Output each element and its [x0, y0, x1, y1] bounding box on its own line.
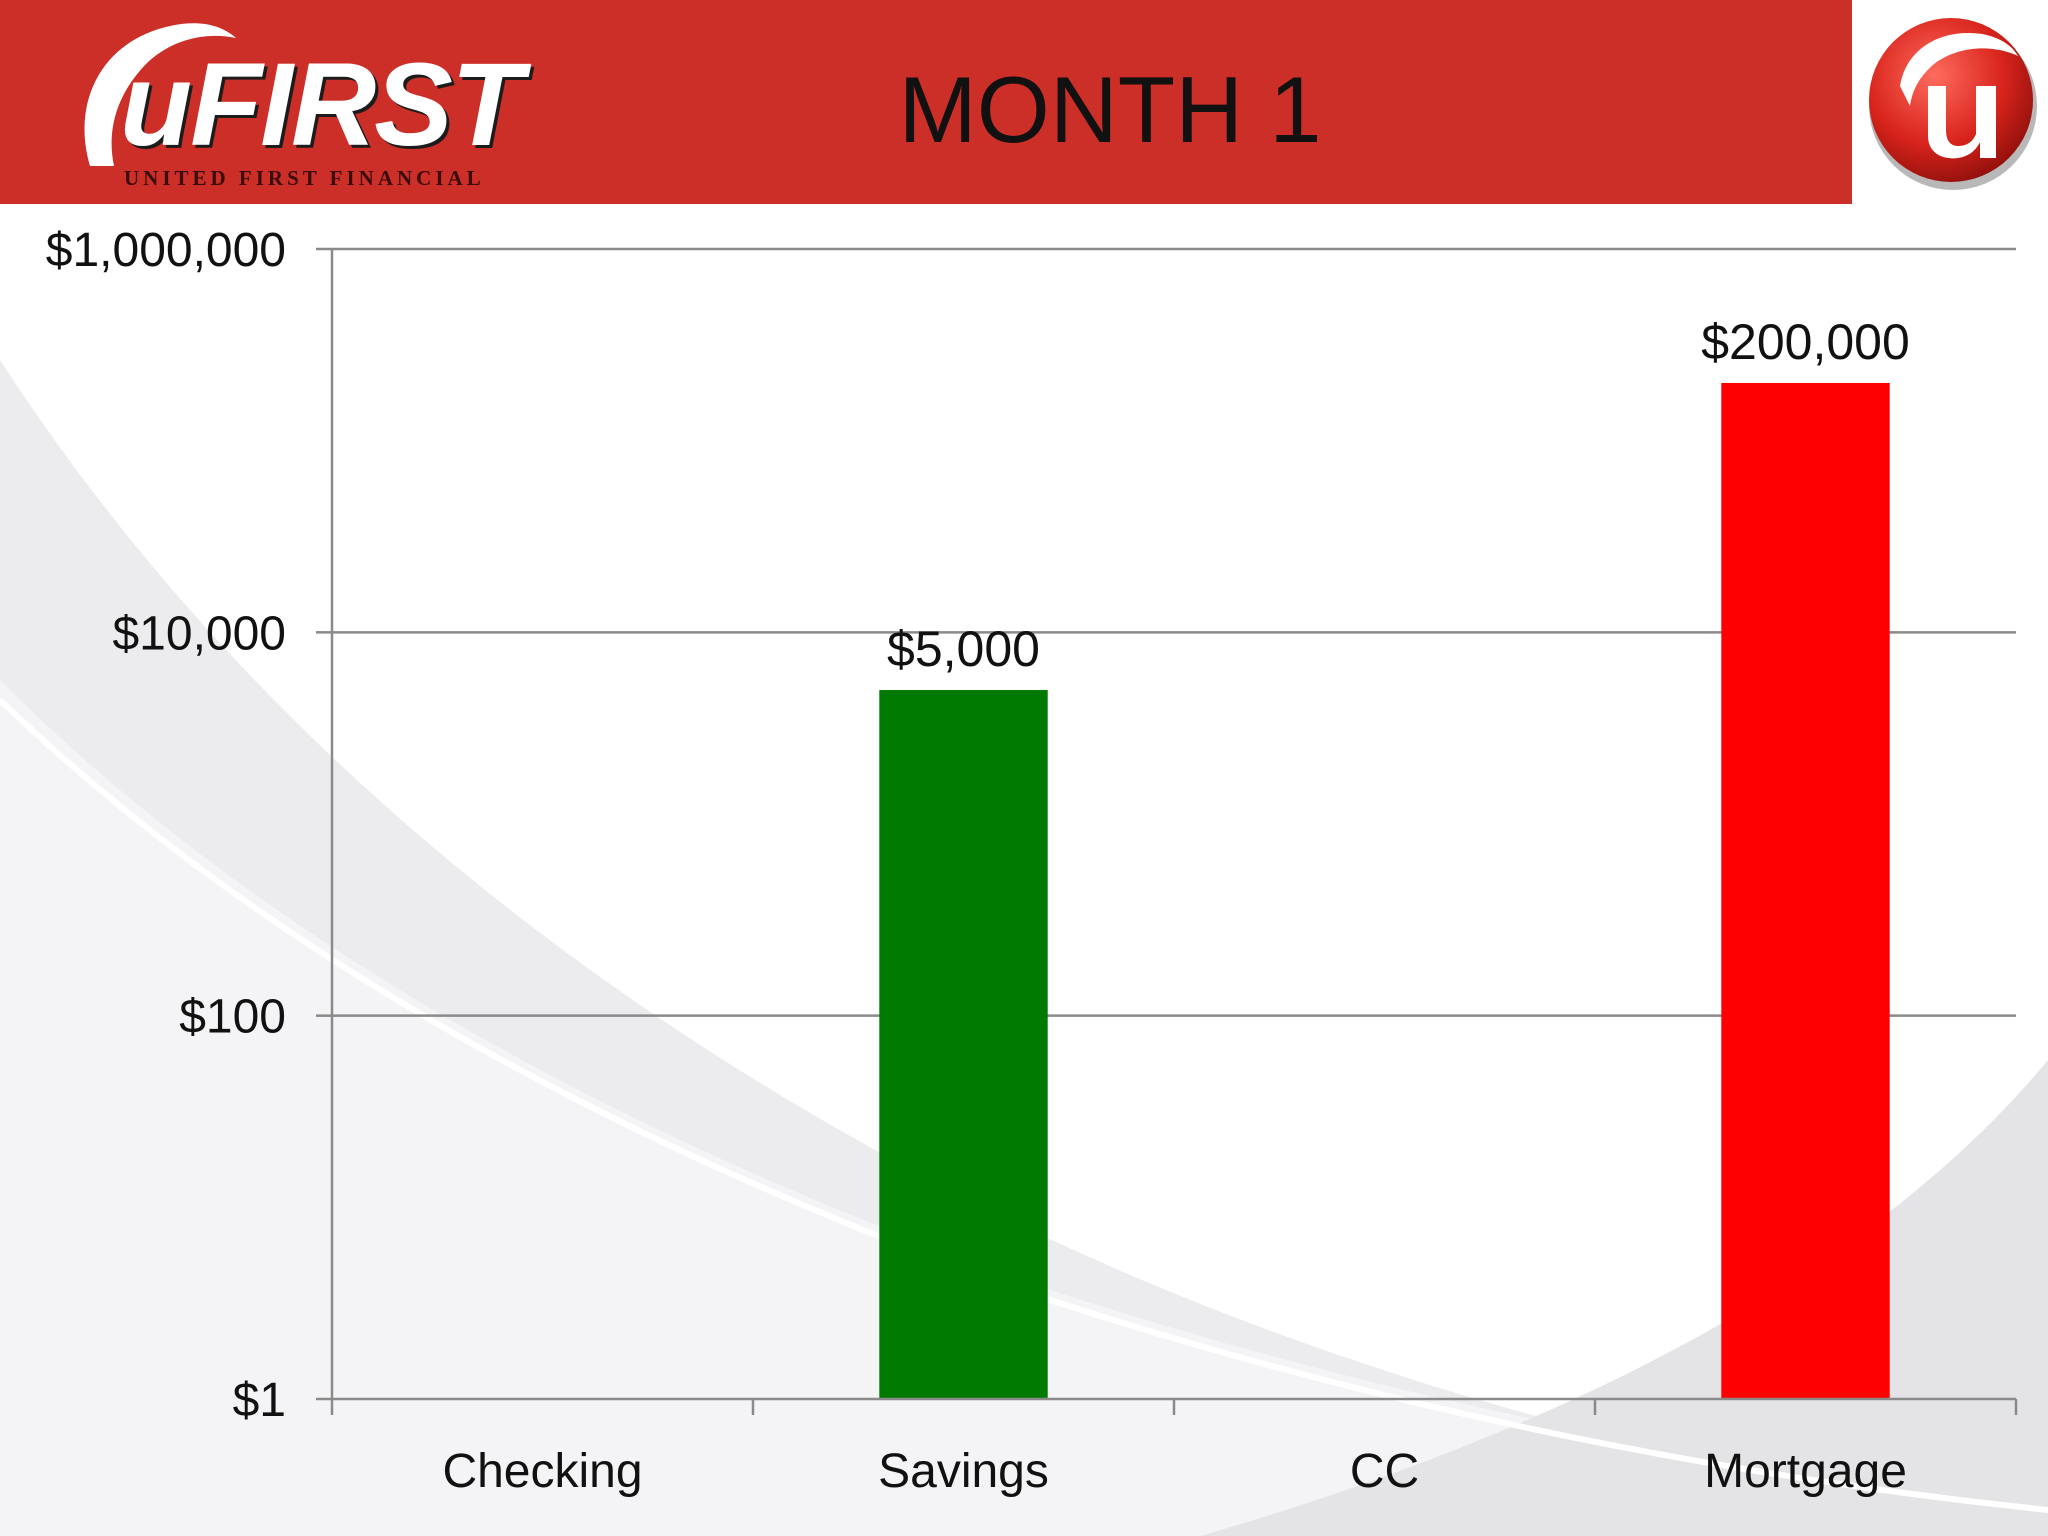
- x-tick-label-mortgage: Mortgage: [1704, 1445, 1907, 1498]
- x-tick-label-cc: CC: [1350, 1445, 1419, 1498]
- labels: $1 $100 $10,000 $1,000,000 Checking $5,000 Sav…: [46, 224, 1910, 1498]
- ufirst-u-badge-icon: [1869, 18, 2037, 190]
- y-tick-label: $10,000: [112, 607, 286, 660]
- bar-chart: $1 $100 $10,000 $1,000,000 Checking $5,000 Sav…: [46, 224, 2018, 1498]
- data-label-savings: $5,000: [887, 621, 1040, 677]
- bar-savings: [879, 690, 1048, 1399]
- ufirst-logo: uFIRST UNITED FIRST FINANCIAL: [78, 16, 523, 192]
- y-tick-label: $1: [233, 1374, 286, 1427]
- bar-mortgage: [1721, 382, 1890, 1399]
- x-tick-label-savings: Savings: [878, 1445, 1049, 1498]
- y-tick-label: $1,000,000: [46, 224, 286, 277]
- bars: [879, 382, 1890, 1399]
- header-band: [0, 0, 1852, 204]
- axes: [316, 247, 2018, 1415]
- y-tick-label: $100: [179, 991, 286, 1044]
- ufirst-logo-icon: [84, 23, 237, 166]
- logo-text: uFIRST: [120, 39, 523, 171]
- logo-tagline: UNITED FIRST FINANCIAL: [124, 166, 485, 190]
- x-tick-label-checking: Checking: [442, 1445, 642, 1498]
- page-title: MONTH 1: [898, 57, 1322, 162]
- data-label-mortgage: $200,000: [1701, 314, 1910, 370]
